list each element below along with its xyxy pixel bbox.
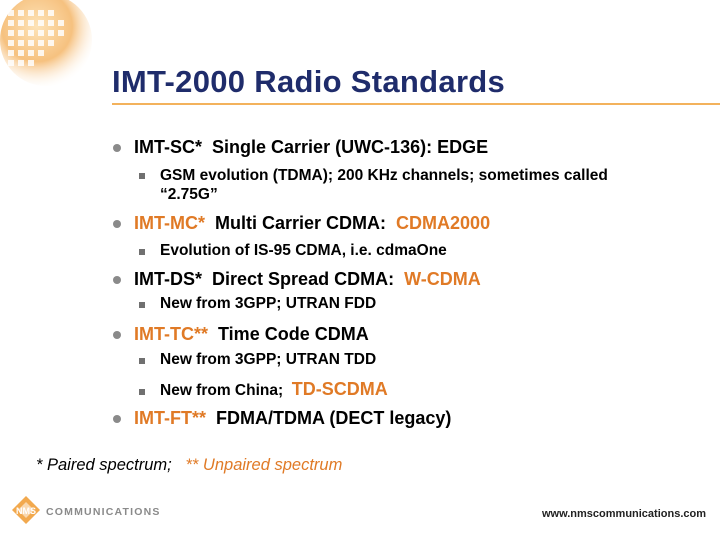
standard-key: IMT-SC* (134, 137, 203, 157)
standard-item-mc: IMT-MC* Multi Carrier CDMA: CDMA2000 (134, 213, 490, 234)
standard-highlight: TD-SCDMA (291, 379, 388, 399)
standard-desc: Multi Carrier CDMA: (215, 213, 387, 233)
footnote-paired: * Paired spectrum; (36, 456, 172, 474)
standard-desc: Time Code CDMA (218, 324, 369, 344)
sub-bullet (139, 249, 145, 255)
sub-bullet (139, 173, 145, 179)
sub-item: New from China; TD-SCDMA (160, 379, 388, 400)
logo-mark: NMS (16, 506, 36, 516)
sub-item: Evolution of IS-95 CDMA, i.e. cdmaOne (160, 242, 447, 259)
sub-item: New from 3GPP; UTRAN FDD (160, 295, 377, 312)
bullet-dot (113, 220, 121, 228)
standard-item-ds: IMT-DS* Direct Spread CDMA: W-CDMA (134, 269, 481, 290)
standard-key: IMT-TC** (134, 324, 208, 344)
standard-item-tc: IMT-TC** Time Code CDMA (134, 324, 369, 345)
footnote: * Paired spectrum; ** Unpaired spectrum (36, 456, 342, 475)
bullet-dot (113, 144, 121, 152)
standard-desc: FDMA/TDMA (DECT legacy) (216, 408, 452, 428)
sub-bullet (139, 302, 145, 308)
standard-desc: Direct Spread CDMA: (212, 269, 395, 289)
standard-desc: Single Carrier (UWC-136): EDGE (212, 137, 489, 157)
standard-item-sc: IMT-SC* Single Carrier (UWC-136): EDGE (134, 137, 488, 158)
sub-item: New from 3GPP; UTRAN TDD (160, 351, 377, 368)
footnote-unpaired: ** Unpaired spectrum (185, 456, 343, 474)
website-url: www.nmscommunications.com (541, 508, 706, 520)
standard-key: IMT-FT** (134, 408, 206, 428)
bullet-dot (113, 276, 121, 284)
title-underline (112, 103, 720, 105)
sub-item-text: New from China; (160, 382, 284, 399)
bullet-dot (113, 331, 121, 339)
bullet-dot (113, 415, 121, 423)
sub-bullet (139, 358, 145, 364)
standard-key: IMT-MC* (134, 213, 205, 233)
standard-key: IMT-DS* (134, 269, 203, 289)
decorative-globe-logo (0, 0, 92, 86)
standard-highlight: CDMA2000 (396, 213, 491, 233)
standard-item-ft: IMT-FT** FDMA/TDMA (DECT legacy) (134, 408, 451, 429)
logo-text: COMMUNICATIONS (46, 506, 161, 518)
sub-item: GSM evolution (TDMA); 200 KHz channels; … (160, 167, 608, 203)
sub-bullet (139, 389, 145, 395)
standard-highlight: W-CDMA (404, 269, 481, 289)
nms-logo: NMS COMMUNICATIONS (12, 496, 161, 524)
page-title: IMT-2000 Radio Standards (112, 64, 506, 99)
